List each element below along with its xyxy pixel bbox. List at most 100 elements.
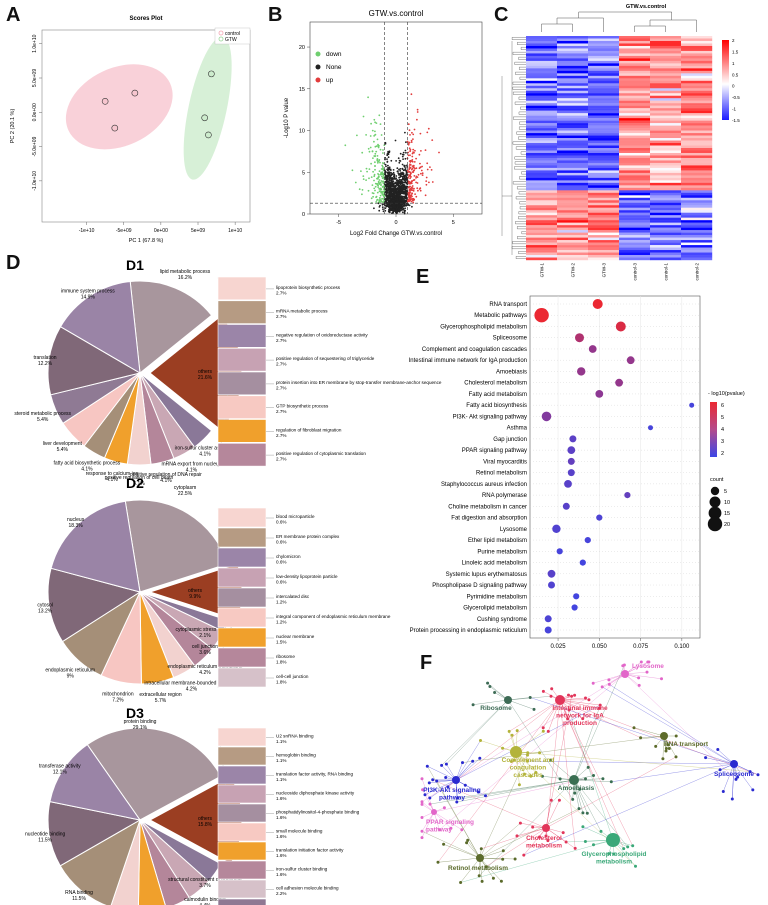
network-edge — [559, 699, 600, 709]
heatmap-cell — [681, 93, 713, 96]
heatmap-cell — [619, 242, 651, 246]
heatmap-cell — [526, 108, 558, 111]
heatmap-cell — [588, 187, 620, 191]
heatmap-cell — [588, 83, 620, 86]
heatmap-cell — [619, 222, 651, 226]
heatmap-cell — [526, 180, 558, 184]
heatmap-cell — [619, 138, 651, 141]
others-item-value: 1.2% — [276, 620, 286, 625]
heatmap-cell — [619, 88, 651, 91]
heatmap-colorbar-label: 1.5 — [732, 49, 739, 54]
heatmap-cell — [681, 250, 713, 253]
volcano-point — [381, 164, 384, 167]
heatmap-cell — [588, 53, 620, 57]
heatmap-cell — [588, 90, 620, 94]
pie-slice-value: 4.2% — [186, 687, 198, 693]
network-edge — [624, 673, 662, 679]
heatmap-cell — [557, 118, 589, 121]
heatmap-cell — [557, 235, 589, 238]
volcano-point — [362, 178, 365, 181]
heatmap-cell — [526, 58, 558, 62]
network-gene-node — [526, 753, 529, 757]
pie-slice-label: liver development — [43, 441, 83, 447]
volcano-point — [395, 177, 398, 180]
volcano-point — [378, 187, 381, 190]
volcano-point — [379, 161, 381, 164]
network-gene-node — [477, 874, 481, 878]
heatmap-cell — [650, 237, 682, 241]
heatmap-cell — [681, 75, 713, 79]
network-edge — [460, 857, 481, 883]
network-gene-node — [501, 857, 505, 861]
network-gene-node — [622, 847, 626, 851]
network-edge — [437, 699, 561, 863]
pie-slice-label: cytoplasm — [174, 485, 197, 491]
volcano-point — [409, 196, 412, 199]
volcano-point — [387, 164, 389, 167]
heatmap-cell — [619, 93, 651, 96]
volcano-ytick-label: 15 — [299, 87, 305, 93]
volcano-point — [411, 205, 413, 208]
volcano-point — [394, 203, 397, 206]
bubble-size-marker — [710, 486, 720, 496]
heatmap-cell — [588, 152, 620, 156]
bubble-category-label: Cholesterol metabolism — [464, 381, 527, 387]
volcano-point — [395, 212, 398, 214]
bubble-point — [689, 402, 695, 408]
heatmap-cell — [681, 105, 713, 109]
volcano-point — [380, 168, 383, 170]
heatmap-cell — [557, 150, 589, 154]
volcano-point — [407, 199, 410, 202]
volcano-point — [405, 141, 407, 144]
volcano-point — [385, 165, 387, 168]
volcano-point — [391, 205, 393, 208]
volcano-point — [415, 181, 417, 184]
heatmap-cell — [557, 123, 589, 126]
volcano-point — [396, 200, 399, 203]
volcano-point — [411, 168, 413, 171]
volcano-point — [393, 173, 395, 176]
heatmap-cell — [588, 95, 620, 99]
volcano-point — [438, 151, 440, 154]
network-edge — [509, 699, 561, 732]
heatmap-cell — [650, 185, 682, 189]
volcano-point — [411, 165, 414, 168]
volcano-point — [393, 197, 395, 200]
volcano-point — [374, 161, 376, 164]
network-gene-node — [425, 764, 429, 768]
heatmap-cell — [619, 197, 651, 201]
volcano-point — [401, 211, 404, 214]
heatmap-cell — [619, 90, 651, 94]
others-bar-segment — [217, 627, 267, 648]
heatmap-cell — [619, 140, 651, 144]
others-item-label: regulation of fibroblast migration — [276, 427, 342, 432]
others-bar-segment — [217, 841, 267, 861]
volcano-point — [382, 208, 384, 211]
heatmap-cell — [557, 190, 589, 193]
network-gene-node — [748, 770, 752, 774]
volcano-point — [386, 189, 389, 192]
heatmap-cell — [526, 140, 558, 144]
volcano-point — [389, 191, 391, 193]
volcano-point — [385, 197, 387, 200]
heatmap-cell — [650, 85, 682, 89]
heatmap-cell — [619, 40, 651, 44]
bubble-point — [562, 502, 570, 510]
others-item-label: phosphatidylinositol-4-phosphate binding — [276, 810, 360, 815]
pie-slice-label: cytosol — [37, 603, 53, 609]
volcano-point — [416, 182, 419, 184]
heatmap-cell — [526, 217, 558, 221]
heatmap-cell — [557, 98, 589, 101]
volcano-point — [402, 178, 405, 181]
network-edge — [455, 758, 480, 781]
volcano-point — [374, 189, 376, 192]
network-edge — [523, 763, 735, 856]
heatmap-cell — [650, 250, 682, 253]
heatmap-cell — [650, 43, 682, 47]
bubble-size-title: count — [710, 477, 724, 483]
network-gene-node — [501, 849, 505, 853]
heatmap-column-label: GTW-3 — [602, 263, 607, 278]
volcano-point — [409, 150, 411, 153]
volcano-point — [395, 175, 398, 177]
volcano-point — [398, 161, 401, 164]
